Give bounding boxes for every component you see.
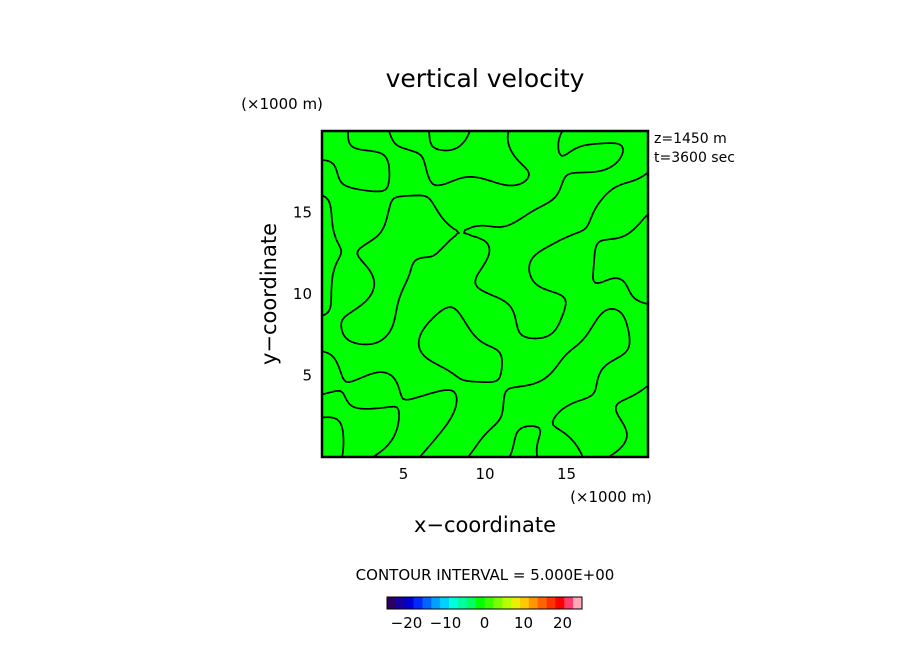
- colorbar-swatch: [387, 597, 397, 609]
- x-tick-label: 5: [399, 465, 409, 483]
- colorbar-swatch: [466, 597, 476, 609]
- colorbar-swatch: [484, 597, 494, 609]
- colorbar-swatch: [440, 597, 450, 609]
- plot-area: [322, 131, 648, 457]
- colorbar-tick-label: 20: [553, 614, 572, 632]
- colorbar-swatch: [537, 597, 547, 609]
- colorbar: [386, 596, 583, 610]
- colorbar-swatch: [422, 597, 432, 609]
- x-axis-ticks: 5 10 15: [399, 465, 576, 483]
- chart-title: vertical velocity: [386, 64, 585, 93]
- colorbar-swatch: [511, 597, 521, 609]
- x-tick-label: 10: [475, 465, 494, 483]
- info-z-level: z=1450 m: [654, 131, 727, 147]
- colorbar-swatch: [493, 597, 503, 609]
- colorbar-swatch: [395, 597, 406, 609]
- colorbar-swatch: [457, 597, 468, 609]
- y-axis-unit: (×1000 m): [241, 95, 323, 113]
- info-time: t=3600 sec: [654, 150, 735, 166]
- colorbar-frame: [386, 596, 583, 610]
- y-tick-label: 15: [293, 204, 312, 222]
- colorbar-swatch: [555, 597, 565, 609]
- x-axis-unit: (×1000 m): [570, 488, 652, 506]
- x-tick-label: 15: [557, 465, 576, 483]
- colorbar-swatch: [564, 597, 574, 609]
- colorbar-tick-label: 0: [480, 614, 490, 632]
- colorbar-tick-labels: −20 −10 0 10 20: [391, 614, 572, 632]
- colorbar-swatch: [404, 597, 414, 609]
- y-axis-ticks: 5 10 15: [293, 204, 312, 385]
- colorbar-swatch: [546, 597, 556, 609]
- colorbar-swatch: [449, 597, 459, 609]
- contour-interval-label: CONTOUR INTERVAL = 5.000E+00: [356, 566, 615, 584]
- plot-frame: [320, 129, 650, 459]
- colorbar-swatch: [502, 597, 512, 609]
- colorbar-swatch: [475, 597, 485, 609]
- y-tick-label: 10: [293, 285, 312, 303]
- y-axis-label: y−coordinate: [257, 223, 281, 365]
- colorbar-tick-label: −10: [430, 614, 462, 632]
- colorbar-swatch: [413, 597, 423, 609]
- colorbar-swatch: [528, 597, 538, 609]
- colorbar-swatch: [573, 597, 583, 609]
- colorbar-swatch: [519, 597, 530, 609]
- colorbar-swatch: [431, 597, 441, 609]
- x-axis-label: x−coordinate: [414, 513, 556, 537]
- y-tick-label: 5: [302, 367, 312, 385]
- colorbar-tick-label: −20: [391, 614, 423, 632]
- colorbar-tick-label: 10: [514, 614, 533, 632]
